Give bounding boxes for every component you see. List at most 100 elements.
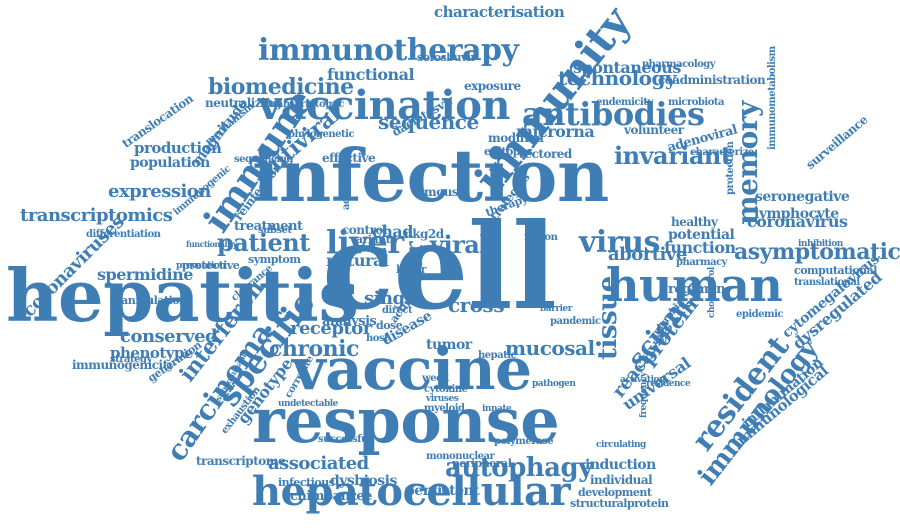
cloud-word-hepatocellular: hepatocellular <box>252 468 571 515</box>
cloud-word-peripheral: peripheral <box>452 457 512 470</box>
cloud-word-coronavirus: coronavirus <box>747 212 848 231</box>
cloud-word-patient: patient <box>217 228 310 257</box>
cloud-word-pathogen: pathogen <box>532 379 576 389</box>
cloud-word-phylogenetic: phylogenetic <box>288 129 355 140</box>
cloud-word-population: population <box>130 155 210 171</box>
cloud-word-sequence: sequence <box>378 110 479 134</box>
cloud-word-activation: activation <box>620 375 666 385</box>
cloud-word-individual: individual <box>590 473 653 487</box>
cloud-word-phenotype: phenotype <box>110 344 194 362</box>
cloud-word-subset: subset <box>258 225 292 236</box>
cloud-word-mouse: mouse <box>424 185 466 199</box>
cloud-word-autophagy: autophagy <box>445 453 593 483</box>
cloud-word-coadministration: coadministration <box>658 73 766 87</box>
cloud-word-asymptomatic: asymptomatic <box>734 239 900 265</box>
cloud-word-undetectable: undetectable <box>278 399 338 409</box>
cloud-word-strategy: strategy <box>110 354 152 365</box>
cloud-word-function: function <box>664 238 736 257</box>
cloud-word-epidemic: epidemic <box>736 309 783 320</box>
cloud-word-infectious: infectious <box>278 476 335 489</box>
cloud-word-seronegative: seronegative <box>755 189 850 205</box>
cloud-word-microrna: microrna <box>516 122 595 141</box>
cloud-word-successful: successful <box>318 434 372 445</box>
cloud-word-vaccine: vaccine <box>292 335 532 403</box>
cloud-word-persistent: persistent <box>405 483 480 499</box>
cloud-word-week: week <box>422 373 449 384</box>
cloud-word-hepatitis: hepatitis <box>6 253 359 338</box>
cloud-word-modified: modified <box>488 131 544 145</box>
cloud-word-control: control <box>342 223 387 237</box>
cloud-word-direct: direct <box>382 305 413 316</box>
cloud-word-cytokine: cytokine <box>424 384 468 395</box>
cloud-word-analysis: analysis <box>322 314 377 329</box>
cloud-word-transcriptome: transcriptome <box>196 454 286 468</box>
cloud-word-polymerase: polymerase <box>494 436 553 447</box>
cloud-word-hepatic: hepatic <box>478 350 517 361</box>
cloud-word-associated: associated <box>268 453 369 474</box>
cloud-word-surveillance: surveillance <box>803 112 871 172</box>
cloud-word-characterize: characterize <box>690 147 754 158</box>
cloud-word-chimpanzee: chimpanzee <box>290 489 372 504</box>
cloud-word-characterisation: characterisation <box>434 3 565 21</box>
cloud-word-cell: cell <box>322 197 557 336</box>
cloud-word-exposure: exposure <box>464 79 521 93</box>
cloud-word-mucosal: mucosal <box>505 336 595 360</box>
cloud-word-virus: virus <box>579 225 660 260</box>
cloud-word-liver: liver <box>326 223 404 261</box>
cloud-word-functional: functional <box>327 65 415 84</box>
cloud-word-infection: infection <box>252 133 609 218</box>
cloud-word-potential: potential <box>668 227 735 243</box>
cloud-word-dose: dose <box>376 319 403 332</box>
cloud-word-pandemic: pandemic <box>550 316 601 327</box>
cloud-word-expression: expression <box>108 181 211 202</box>
cloud-word-antibodies: antibodies <box>522 95 705 133</box>
cloud-word-sofosbuvir: sofosbuvir <box>417 51 476 64</box>
cloud-word-response: response <box>252 384 560 457</box>
cloud-word-manipulation: manipulation <box>110 294 187 307</box>
cloud-word-spermidine: spermidine <box>97 265 193 284</box>
cloud-word-chad: chad <box>372 222 413 241</box>
cloud-word-viruses: viruses <box>426 394 459 404</box>
cloud-word-endemicity: endemicity <box>596 97 653 108</box>
cloud-word-neutralizing: neutralizing <box>205 96 282 110</box>
cloud-word-viral: viral <box>430 230 488 259</box>
cloud-word-barrier: barrier <box>540 304 573 314</box>
cloud-word-structuralprotein: structuralprotein <box>570 497 669 510</box>
cloud-word-chronic: chronic <box>269 336 359 362</box>
cloud-word-volunteer: volunteer <box>624 123 684 137</box>
cloud-word-protective: protective <box>182 259 240 272</box>
cloud-word-region: region <box>524 232 558 243</box>
cloud-word-computational: computational <box>794 264 877 277</box>
cloud-word-epitopes: epitopes <box>484 145 533 158</box>
cloud-word-receptor: receptor <box>290 318 372 339</box>
cloud-word-transcriptomic: transcriptomic <box>268 99 345 110</box>
cloud-word-myeloid: myeloid <box>424 403 465 414</box>
cloud-word-cross: cross <box>448 293 505 317</box>
cloud-word-natural: natural <box>326 251 389 270</box>
cloud-word-invariant: invariant <box>614 141 732 170</box>
cloud-word-advanced: advanced <box>341 161 352 210</box>
cloud-word-transcriptomics: transcriptomics <box>20 205 173 226</box>
cloud-word-innate: innate <box>482 404 512 414</box>
cloud-word-vectored: vectored <box>518 147 572 161</box>
cloud-word-vaccination: vaccination <box>258 82 511 129</box>
cloud-word-induction: induction <box>585 457 656 473</box>
cloud-word-circulating: circulating <box>596 440 646 450</box>
cloud-word-immunotherapy: immunotherapy <box>258 33 519 68</box>
cloud-word-killer: killer <box>396 263 426 276</box>
cloud-word-pharmacology: pharmacology <box>642 59 716 70</box>
cloud-word-pharmacy: pharmacy <box>676 257 727 268</box>
cloud-word-biomedicine: biomedicine <box>208 74 354 100</box>
cloud-word-mononuclear: mononuclear <box>426 451 495 462</box>
cloud-word-treatment: treatment <box>234 219 303 234</box>
cloud-word-tumor: tumor <box>426 337 472 353</box>
cloud-word-human: human <box>606 258 783 312</box>
cloud-word-host: host <box>366 333 389 344</box>
cloud-word-development: development <box>578 486 652 499</box>
cloud-word-healthy: healthy <box>671 215 718 229</box>
cloud-word-inhibition: inhibition <box>798 239 843 249</box>
cloud-word-symptom: symptom <box>248 253 301 266</box>
cloud-word-variant: variant <box>350 233 391 246</box>
cloud-word-sequencing: sequencing <box>234 154 294 165</box>
